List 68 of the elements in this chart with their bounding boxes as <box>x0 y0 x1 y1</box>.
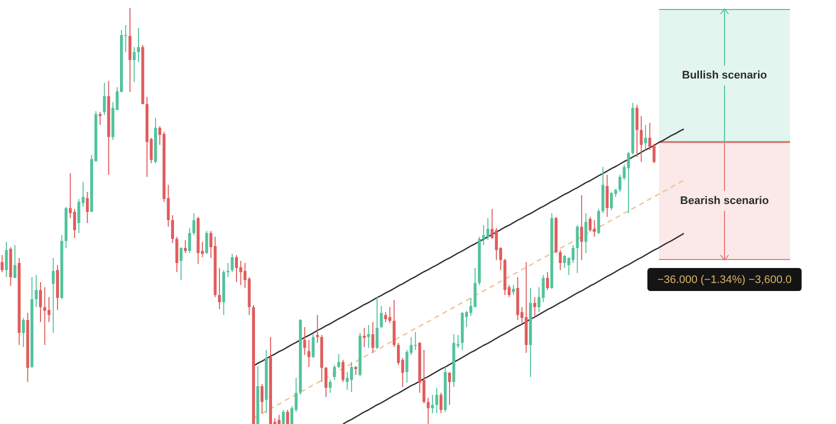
candlestick <box>350 362 353 392</box>
annotation: −36.000 (−1.34%) −3,600.0 <box>657 274 792 286</box>
candlestick <box>384 312 388 323</box>
candlestick <box>597 208 600 234</box>
candlestick <box>342 359 344 382</box>
candlestick <box>316 314 319 344</box>
candlestick <box>260 384 264 414</box>
candlestick <box>376 296 379 350</box>
candlestick <box>303 326 306 356</box>
candlestick <box>584 212 588 254</box>
candlestick <box>4 241 8 278</box>
candlestick <box>77 198 80 234</box>
candlestick <box>610 191 613 211</box>
candlestick <box>98 112 102 126</box>
candlestick <box>218 268 221 310</box>
candlestick <box>558 250 562 271</box>
candlestick <box>546 272 549 291</box>
annotation: Bullish scenario <box>682 70 768 82</box>
candlestick <box>606 174 609 218</box>
candlestick <box>278 414 281 424</box>
candlestick <box>448 372 451 406</box>
candlestick <box>48 296 50 323</box>
candlestick <box>43 286 46 346</box>
candlestick <box>0 254 4 273</box>
candlestick <box>286 409 290 424</box>
candlestick <box>205 230 208 254</box>
candlestick <box>431 394 434 414</box>
candlestick <box>137 27 140 63</box>
candlestick <box>362 327 366 348</box>
candlestick <box>588 216 592 232</box>
candlestick <box>440 392 442 414</box>
candlestick <box>636 104 638 158</box>
candlestick <box>282 409 285 424</box>
candlestick <box>307 339 310 368</box>
candlestick <box>380 305 383 328</box>
candlestick <box>192 212 196 236</box>
candlestick <box>184 240 187 254</box>
candlestick <box>388 306 392 324</box>
candlestick <box>86 191 89 224</box>
candlestick <box>102 82 106 116</box>
candlestick <box>371 322 374 354</box>
annotation: Bearish scenario <box>680 195 770 207</box>
candlestick <box>22 317 25 348</box>
candlestick <box>482 224 486 246</box>
candlestick <box>312 334 315 358</box>
candlestick <box>324 366 328 398</box>
candlestick <box>627 151 630 214</box>
candlestick <box>367 324 370 348</box>
candlestick <box>592 220 596 238</box>
candlestick <box>171 214 174 244</box>
candlestick <box>563 254 566 268</box>
candlestick <box>188 228 192 254</box>
candlestick <box>235 254 238 283</box>
candlestick <box>73 208 76 239</box>
candlestick <box>644 124 647 150</box>
candlestick <box>180 246 183 281</box>
candlestick <box>486 218 490 241</box>
candlestick <box>13 244 16 278</box>
candlestick <box>512 284 515 296</box>
candlestick <box>494 228 498 261</box>
candlestick <box>333 364 336 380</box>
candlestick <box>580 194 584 261</box>
candlestick <box>414 332 417 350</box>
candlestick <box>328 379 332 394</box>
candlestick <box>572 244 575 264</box>
candlestick <box>405 349 408 384</box>
candlestick <box>576 224 579 274</box>
candlestick <box>39 282 42 323</box>
